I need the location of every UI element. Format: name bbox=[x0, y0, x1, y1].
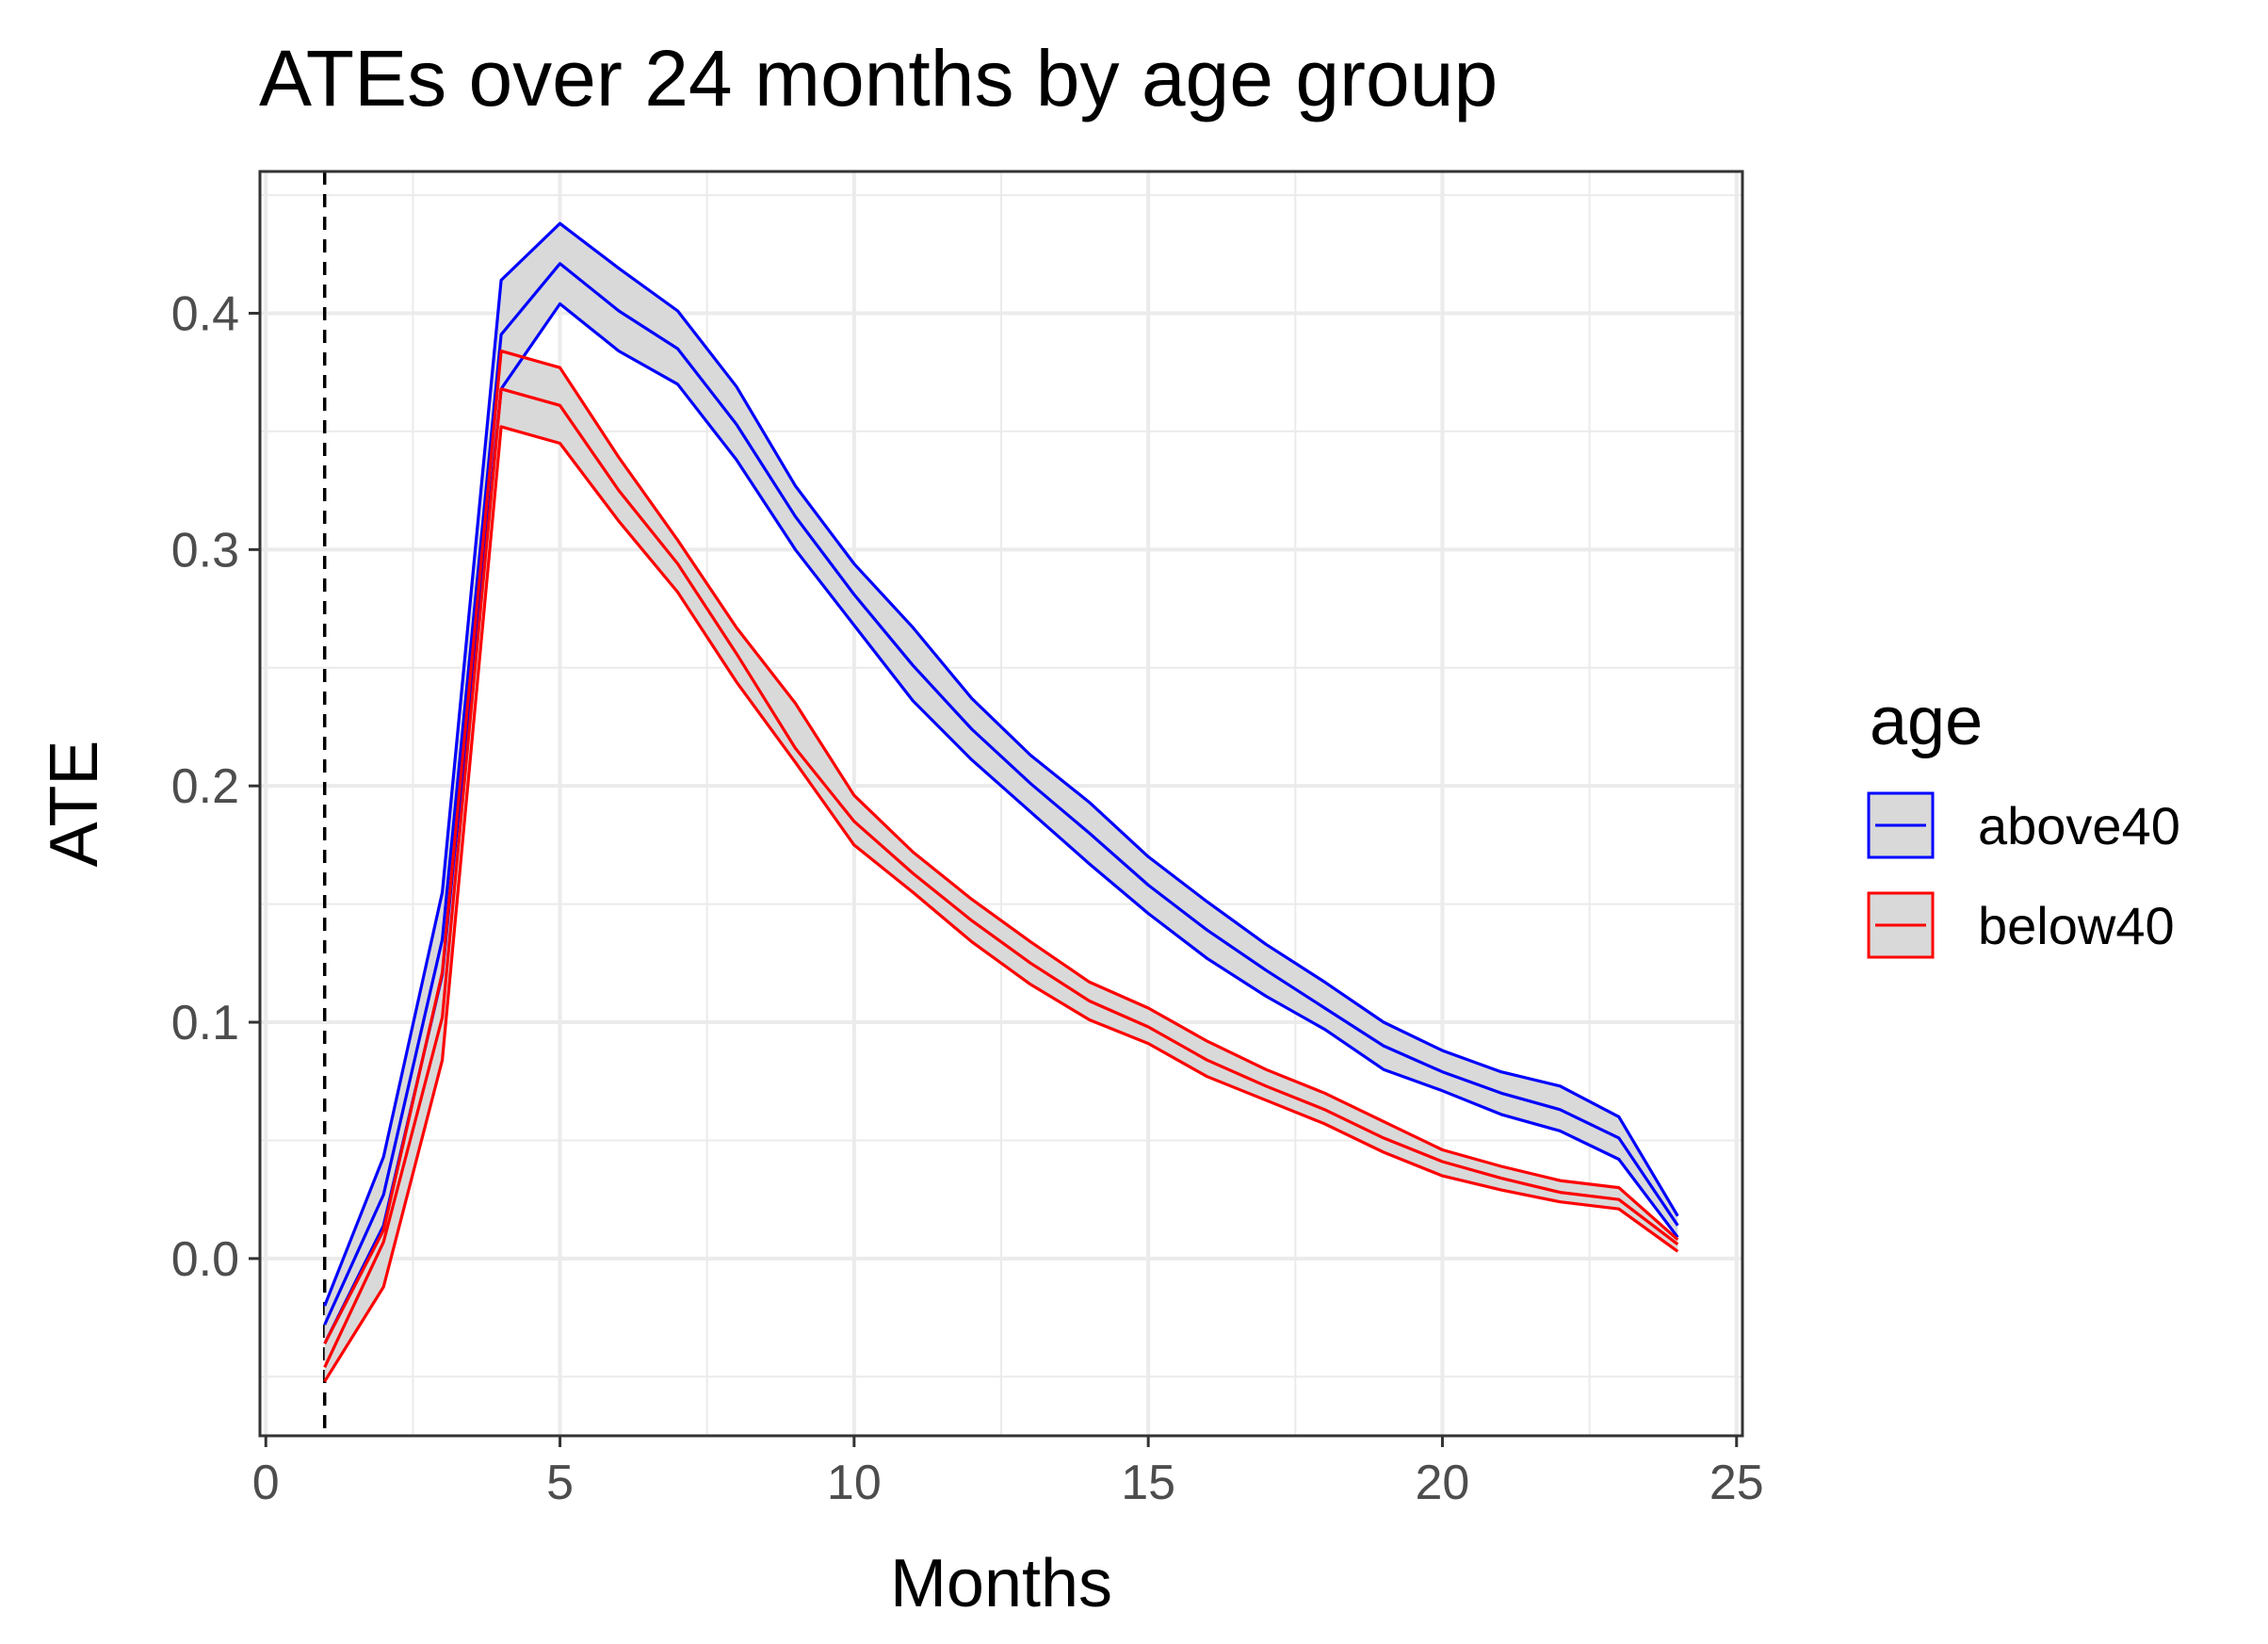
series-above40-estimate bbox=[323, 262, 1679, 1326]
grid-layer bbox=[260, 171, 1742, 1436]
x-axis-title: Months bbox=[890, 1546, 1112, 1621]
legend-label: above40 bbox=[1978, 796, 2180, 855]
x-tick-label: 5 bbox=[546, 1456, 574, 1510]
ribbon-above40 bbox=[324, 223, 1678, 1344]
chart-title: ATEs over 24 months by age group bbox=[259, 34, 1498, 122]
plot-border bbox=[258, 170, 1744, 1438]
x-tick-label: 0 bbox=[252, 1456, 280, 1510]
series-below40-lower bbox=[323, 425, 1679, 1383]
y-tick-label: 0.4 bbox=[171, 287, 239, 342]
series-above40-upper bbox=[323, 221, 1679, 1307]
legend-title: age bbox=[1870, 684, 1983, 759]
series-above40-lower bbox=[323, 301, 1679, 1344]
tick-layer: 0 5 10 15 20 25 0.0 0.1 0.2 0.3 0.4 bbox=[171, 287, 1764, 1510]
legend: age above40 below40 bbox=[1867, 684, 2180, 959]
x-tick-label: 25 bbox=[1709, 1456, 1764, 1510]
y-axis-title: ATE bbox=[37, 741, 112, 868]
ribbon-below40 bbox=[324, 350, 1678, 1382]
legend-item-above40: above40 bbox=[1867, 791, 2180, 859]
y-tick-label: 0.1 bbox=[171, 996, 239, 1050]
y-tick-label: 0.2 bbox=[171, 759, 239, 814]
series-below40-estimate bbox=[323, 387, 1679, 1368]
legend-item-below40: below40 bbox=[1867, 891, 2175, 959]
x-tick-label: 10 bbox=[827, 1456, 882, 1510]
x-tick-label: 20 bbox=[1416, 1456, 1470, 1510]
ribbon-layer bbox=[324, 223, 1678, 1382]
x-tick-label: 15 bbox=[1121, 1456, 1175, 1510]
legend-label: below40 bbox=[1978, 896, 2175, 955]
y-tick-label: 0.0 bbox=[171, 1232, 239, 1287]
legend-items: above40 below40 bbox=[1867, 791, 2180, 959]
series-below40-upper bbox=[323, 350, 1679, 1344]
y-tick-label: 0.3 bbox=[171, 523, 239, 578]
line-layer bbox=[323, 221, 1679, 1383]
